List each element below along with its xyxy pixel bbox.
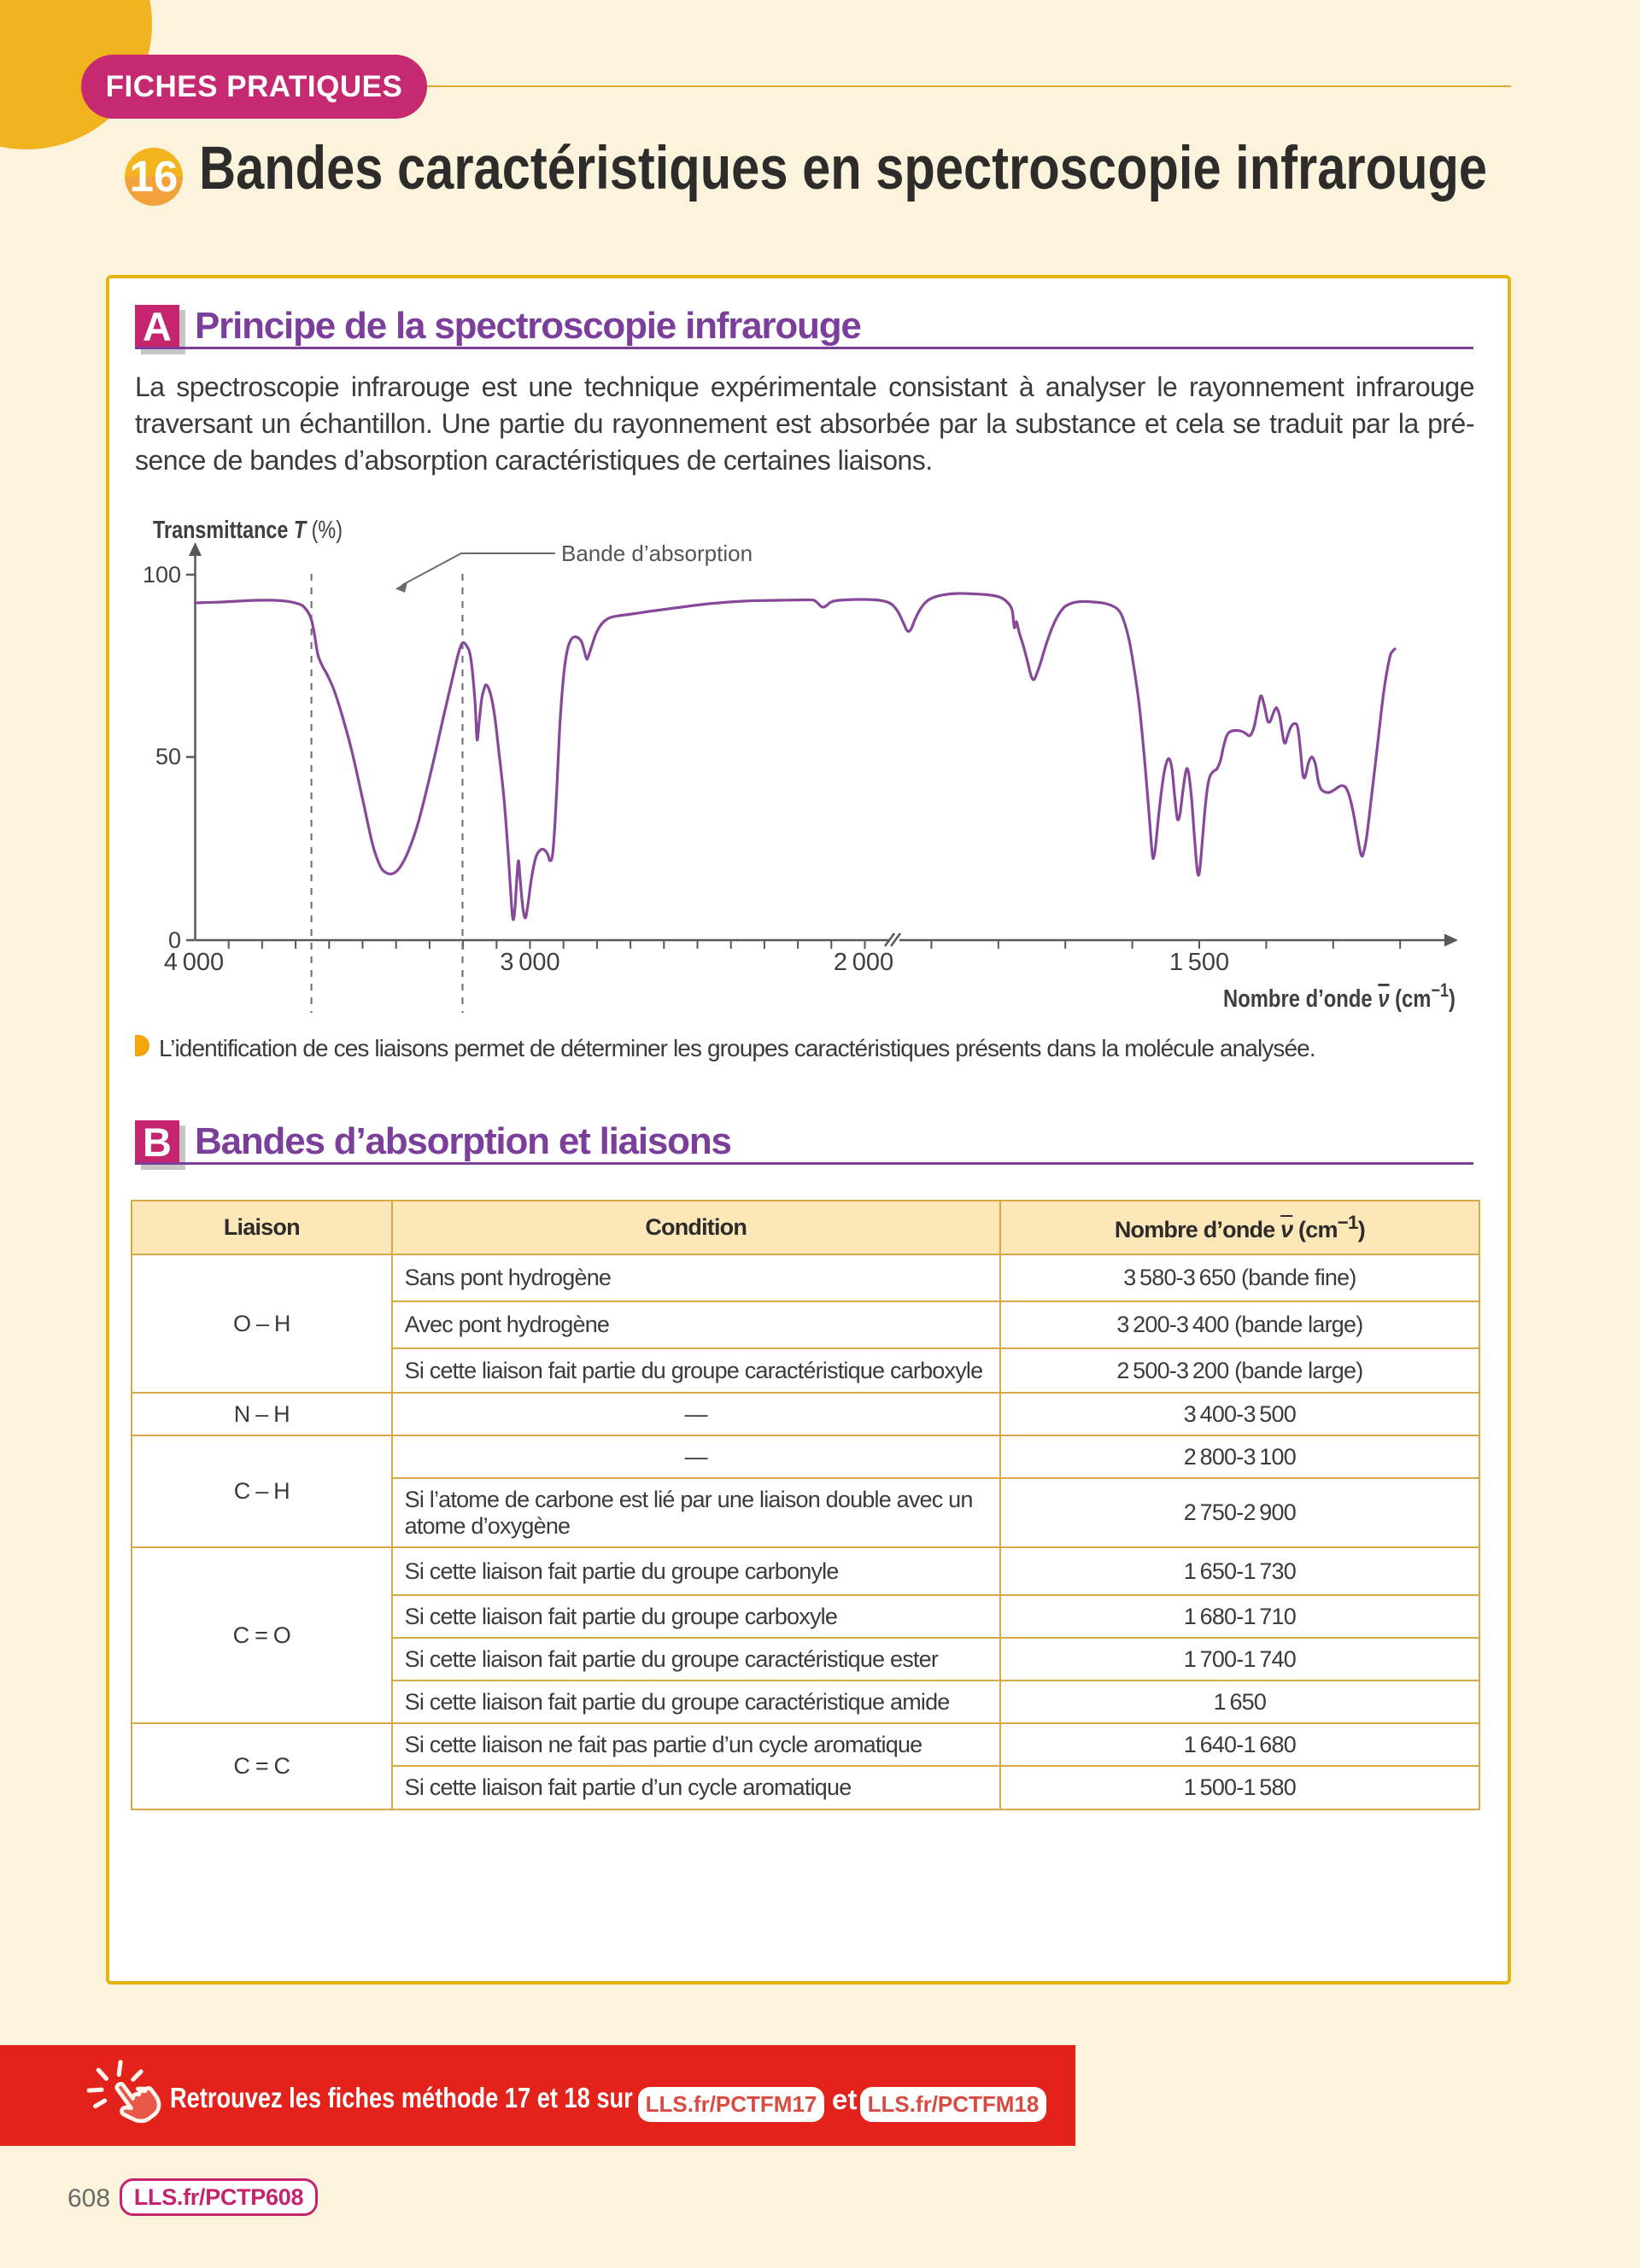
svg-text:0: 0 [168,927,181,953]
svg-text:2 000: 2 000 [834,949,893,976]
svg-text:50: 50 [155,744,181,769]
svg-text:Nombre d’onde ν (cm−1): Nombre d’onde ν (cm−1) [1223,979,1456,1014]
svg-text:Transmittance T (%): Transmittance T (%) [153,517,343,544]
svg-text:3 000: 3 000 [500,949,559,976]
svg-text:1 500: 1 500 [1169,949,1229,976]
svg-text:Bande d’absorption: Bande d’absorption [561,541,753,566]
svg-text:100: 100 [143,562,181,587]
svg-text:4 000: 4 000 [164,949,224,976]
